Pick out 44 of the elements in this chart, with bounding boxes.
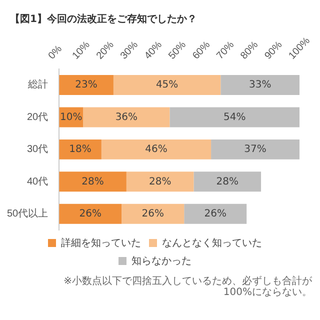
bar bbox=[170, 107, 300, 128]
x-tick-label: 90% bbox=[262, 40, 285, 62]
y-tick-label: 20代 bbox=[27, 112, 48, 123]
bar bbox=[220, 74, 300, 95]
data-label: 28% bbox=[82, 176, 104, 188]
bar bbox=[122, 204, 184, 224]
data-label: 26% bbox=[142, 208, 164, 220]
data-label: 36% bbox=[115, 112, 138, 123]
x-tick-label: 70% bbox=[214, 40, 237, 62]
x-tick-label: 0% bbox=[46, 44, 65, 62]
y-tick-label: 総計 bbox=[27, 78, 48, 91]
y-tick-label: 30代 bbox=[27, 144, 48, 156]
legend-label: 詳細を知っていた bbox=[61, 236, 141, 249]
bar bbox=[126, 172, 194, 192]
bar bbox=[211, 139, 300, 160]
x-tick-label: 40% bbox=[142, 40, 164, 62]
bar bbox=[59, 172, 126, 192]
data-label: 10% bbox=[60, 112, 82, 123]
legend-label: 知らなかった bbox=[132, 254, 192, 267]
data-label: 54% bbox=[223, 112, 246, 123]
data-label: 26% bbox=[204, 208, 226, 220]
data-label: 37% bbox=[244, 144, 266, 156]
data-label: 26% bbox=[79, 208, 102, 220]
chart-title: 【図1】今回の法改正をご存知でしたか？ bbox=[9, 12, 198, 26]
data-label: 28% bbox=[216, 176, 238, 188]
y-tick-label: 40代 bbox=[27, 176, 48, 188]
text: ※小数点以下で四捨五入しているため、必ずしも合計が100%にならない。 bbox=[62, 276, 313, 298]
bar bbox=[194, 172, 262, 192]
bar bbox=[59, 139, 102, 160]
data-label: 28% bbox=[148, 176, 172, 188]
data-label: 33% bbox=[248, 80, 272, 91]
bar bbox=[83, 107, 170, 128]
data-label: 23% bbox=[75, 80, 98, 91]
legend-label: なんとなく知っていた bbox=[162, 236, 262, 249]
y-tick-label: 50代以上 bbox=[7, 208, 48, 220]
data-label: 46% bbox=[145, 144, 168, 156]
x-tick-label: 60% bbox=[190, 40, 213, 62]
bar bbox=[101, 139, 212, 160]
bar bbox=[113, 74, 221, 95]
bar bbox=[184, 204, 247, 224]
bar bbox=[59, 204, 122, 224]
bar bbox=[59, 74, 114, 95]
data-label: 45% bbox=[156, 80, 178, 91]
data-label: 18% bbox=[69, 144, 92, 156]
